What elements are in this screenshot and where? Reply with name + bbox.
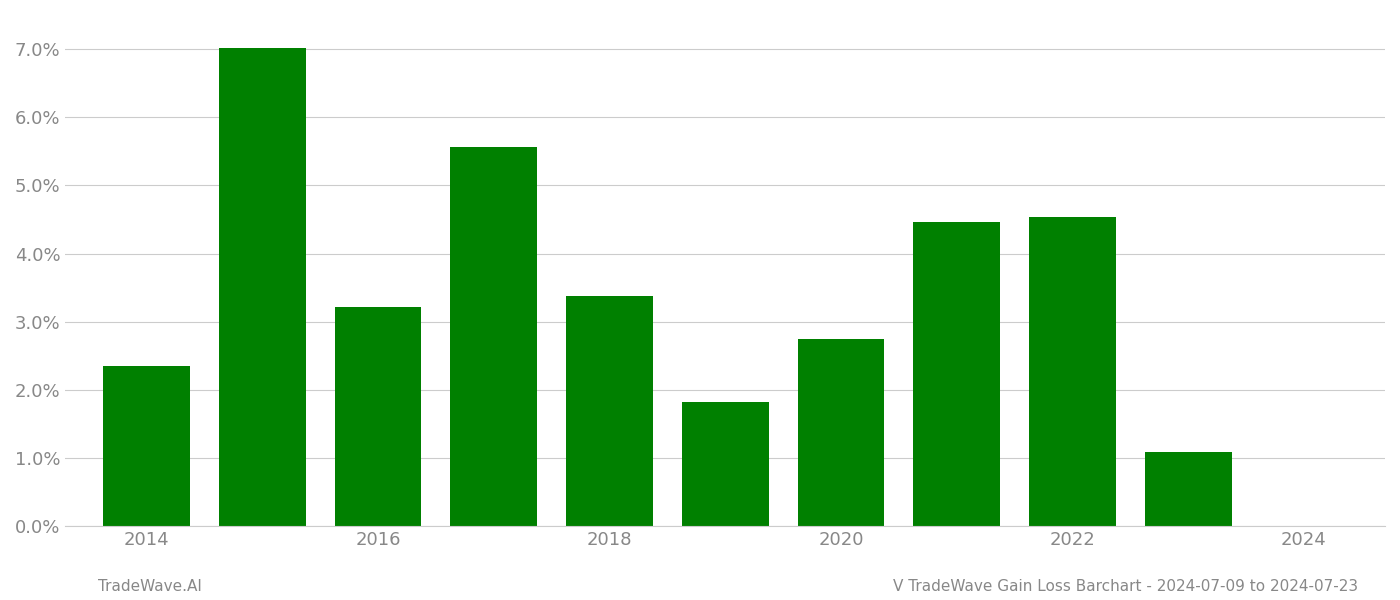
Bar <box>218 48 305 526</box>
Bar <box>566 296 652 526</box>
Text: TradeWave.AI: TradeWave.AI <box>98 579 202 594</box>
Text: V TradeWave Gain Loss Barchart - 2024-07-09 to 2024-07-23: V TradeWave Gain Loss Barchart - 2024-07… <box>893 579 1358 594</box>
Bar <box>798 339 885 526</box>
Bar <box>682 402 769 526</box>
Bar <box>1145 452 1232 526</box>
Bar <box>1029 217 1116 526</box>
Bar <box>335 307 421 526</box>
Bar <box>913 221 1000 526</box>
Bar <box>104 366 190 526</box>
Bar <box>451 146 538 526</box>
